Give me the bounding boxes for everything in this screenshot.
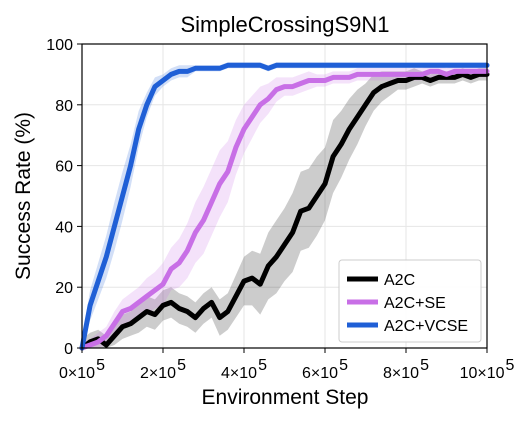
y-tick-label: 0 [64,341,73,358]
y-tick-label: 40 [55,219,73,236]
legend-item: A2C [347,272,415,289]
x-tick-base: ×10 [149,365,176,382]
legend-label: A2C+SE [384,295,446,312]
x-tick-label: 4 ×10 5 [221,357,267,382]
series-lines [79,62,490,351]
x-tick-mantissa: 8 [383,365,392,382]
x-tick-base: ×10 [68,365,95,382]
plot-frame [81,43,488,349]
legend-item: A2C+VCSE [347,318,468,335]
x-tick-exponent: 5 [177,357,186,374]
x-axis-label: Environment Step [202,386,369,409]
legend-item: A2C+SE [347,295,446,312]
legend: A2C A2C+SE A2C+VCSE [338,259,482,343]
legend-label: A2C [384,272,415,289]
x-tick-base: ×10 [477,365,504,382]
line-a2c-vcse [79,62,490,351]
y-tick-label: 20 [55,280,73,297]
x-tick-label: 2 ×10 5 [140,357,186,382]
x-tick-mantissa: 10 [460,365,478,382]
x-tick-mantissa: 4 [221,365,230,382]
y-axis-label: Success Rate (%) [12,112,35,280]
x-tick-base: ×10 [230,365,257,382]
x-tick-exponent: 5 [420,357,429,374]
x-tick-exponent: 5 [339,357,348,374]
y-tick-label: 80 [55,98,73,115]
band-a2c-se [82,65,487,349]
x-tick-label: 6 ×10 5 [302,357,348,382]
chart-title: SimpleCrossingS9N1 [180,12,389,37]
x-tick-label: 0 ×10 5 [59,357,105,382]
x-tick-mantissa: 0 [59,365,68,382]
y-axis-ticks: 0 20 40 60 80 100 [46,37,82,358]
x-tick-exponent: 5 [258,357,267,374]
y-tick-label: 60 [55,159,73,176]
legend-label: A2C+VCSE [384,318,468,335]
x-tick-base: ×10 [392,365,419,382]
line-a2c [79,71,490,351]
confidence-bands [82,62,487,349]
x-tick-mantissa: 6 [302,365,311,382]
band-a2c [82,68,487,349]
x-tick-label: 10 ×10 5 [460,357,515,382]
x-tick-mantissa: 2 [140,365,149,382]
line-a2c-se [79,68,490,351]
x-tick-base: ×10 [311,365,338,382]
x-tick-exponent: 5 [506,357,515,374]
x-axis-ticks: 0 ×10 5 2 ×10 5 4 ×10 5 6 ×10 5 8 ×10 5 10 ×10 5 [59,348,515,382]
x-tick-label: 8 ×10 5 [383,357,429,382]
x-tick-exponent: 5 [96,357,105,374]
y-tick-label: 100 [46,37,73,54]
